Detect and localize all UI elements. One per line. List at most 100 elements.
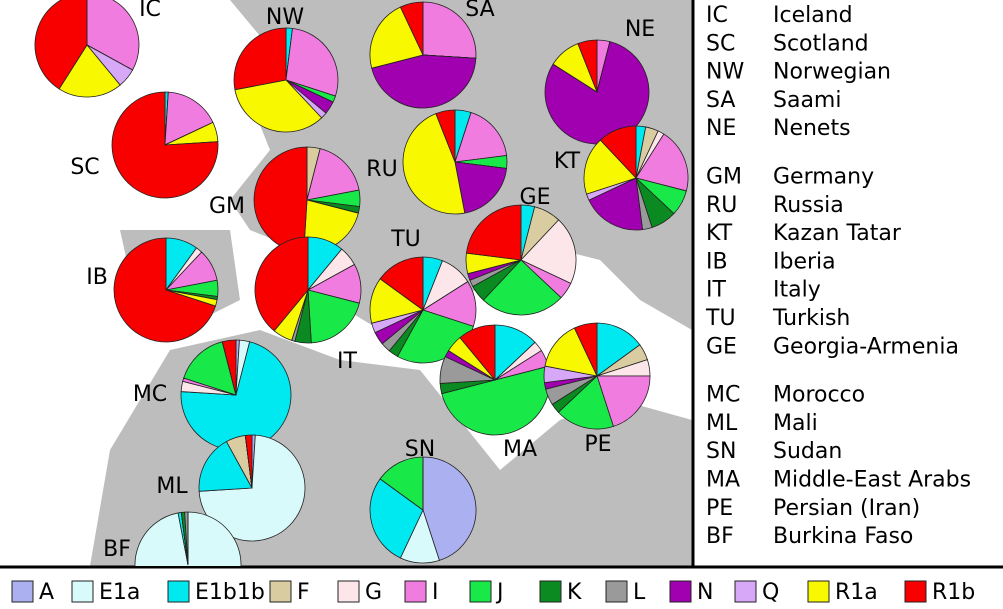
region-name: Italy: [773, 278, 821, 303]
pie-slice: [244, 434, 253, 489]
pie-slice: [183, 341, 237, 396]
pies: [34, 0, 689, 566]
map-label: TU: [390, 227, 421, 252]
pie-slice: [482, 259, 562, 316]
pie-slice: [459, 324, 496, 382]
pie-slice: [454, 112, 508, 163]
legend-label: E1a: [99, 580, 140, 605]
region-code: GM: [706, 165, 742, 190]
pie-slice: [58, 44, 121, 98]
pie-slice: [234, 79, 323, 133]
region-code: SC: [706, 31, 735, 56]
region-name: Georgia-Armenia: [773, 334, 959, 359]
map-label: RU: [366, 157, 397, 182]
pie-slice: [233, 27, 287, 91]
legend-label: E1b1b: [195, 580, 265, 605]
region-name: Germany: [773, 165, 874, 190]
legend-label: A: [39, 580, 54, 605]
map-label: NW: [266, 5, 304, 30]
map-label: BF: [103, 537, 131, 562]
pie-slice: [306, 148, 360, 201]
pie-slice: [379, 456, 424, 511]
legend-swatch: [605, 580, 628, 603]
region-code: ML: [706, 411, 738, 436]
map-label: GE: [520, 185, 551, 210]
region-code: SN: [706, 439, 736, 464]
legend-swatch: [269, 580, 292, 603]
legend-label: F: [297, 580, 310, 605]
region-code: NW: [706, 60, 744, 85]
map-label: KT: [554, 149, 581, 174]
pie-slice: [544, 327, 598, 377]
region-name: Turkish: [772, 306, 850, 331]
pie-slice: [520, 219, 577, 284]
haplogroup-legend: A E1a E1b1b F G I J K L N Q R1a R1b: [11, 580, 975, 605]
region-name: Burkina Faso: [773, 524, 913, 549]
region-name: Scotland: [773, 31, 869, 56]
legend-label: R1b: [932, 580, 975, 605]
region-name: Norwegian: [773, 60, 891, 85]
region-name: Persian (Iran): [773, 496, 920, 521]
region-name: Iceland: [773, 3, 853, 28]
legend-swatch: [904, 580, 927, 603]
region-legend: IC Iceland SC Scotland NW Norwegian SA Saami NE N…: [705, 3, 971, 549]
pie-slice: [221, 339, 237, 396]
region-code: RU: [706, 193, 737, 218]
pie-slice: [599, 125, 637, 180]
pie-slice: [285, 27, 339, 97]
map-label: SA: [465, 0, 494, 22]
pie-slice: [573, 322, 598, 377]
pie-slice: [34, 0, 88, 90]
region-code: GE: [706, 334, 737, 359]
map-label: IC: [139, 0, 161, 22]
legend-label: I: [432, 580, 439, 605]
map-label: MA: [503, 437, 537, 462]
map-label: NE: [625, 17, 655, 42]
pie-slice: [635, 133, 689, 192]
map-label: IT: [337, 349, 357, 374]
pie-slice: [422, 1, 477, 59]
pie-slice: [557, 375, 614, 430]
map-label: MC: [133, 382, 167, 407]
pie-slice: [596, 322, 641, 377]
pie-slice: [422, 456, 477, 561]
map-label: GM: [209, 194, 245, 219]
pie-slice: [435, 109, 456, 163]
legend-swatch: [669, 580, 692, 603]
pie-slice: [111, 91, 219, 199]
legend-label: L: [633, 580, 646, 605]
legend-label: Q: [762, 580, 779, 605]
region-code: KT: [706, 221, 733, 246]
map-label: IB: [86, 265, 108, 290]
region-name: Saami: [773, 88, 841, 113]
legend-label: R1a: [835, 580, 878, 605]
region-name: Mali: [773, 411, 818, 436]
region-code: IB: [706, 249, 728, 274]
map-label: SN: [405, 437, 435, 462]
pie-slice: [588, 177, 643, 231]
region-code: SA: [706, 88, 735, 113]
map-label: SC: [70, 155, 99, 180]
region-code: IT: [706, 278, 726, 303]
pie-slice: [254, 236, 309, 332]
legend-label: G: [365, 580, 382, 605]
pie-slice: [369, 6, 424, 69]
region-code: BF: [706, 524, 734, 549]
region-name: Iberia: [773, 249, 836, 274]
map-label: ML: [156, 474, 188, 499]
pie-slice: [198, 441, 253, 492]
pie-slice: [307, 289, 360, 344]
pie-slice: [86, 0, 140, 71]
pie-slice: [369, 478, 424, 559]
pie-slice: [113, 237, 216, 343]
region-code: NE: [706, 116, 736, 141]
legend-swatch: [807, 580, 830, 603]
map-labels: IC SC NW SA NE GM RU KT IB IT TU GE MC ML SN MA PE BF: [70, 0, 655, 562]
pie-slice: [577, 39, 598, 93]
pie-slice: [371, 54, 477, 109]
legend-swatch: [167, 580, 190, 603]
legend-swatch: [71, 580, 94, 603]
legend-label: J: [495, 580, 504, 605]
pie-slice: [164, 91, 214, 146]
